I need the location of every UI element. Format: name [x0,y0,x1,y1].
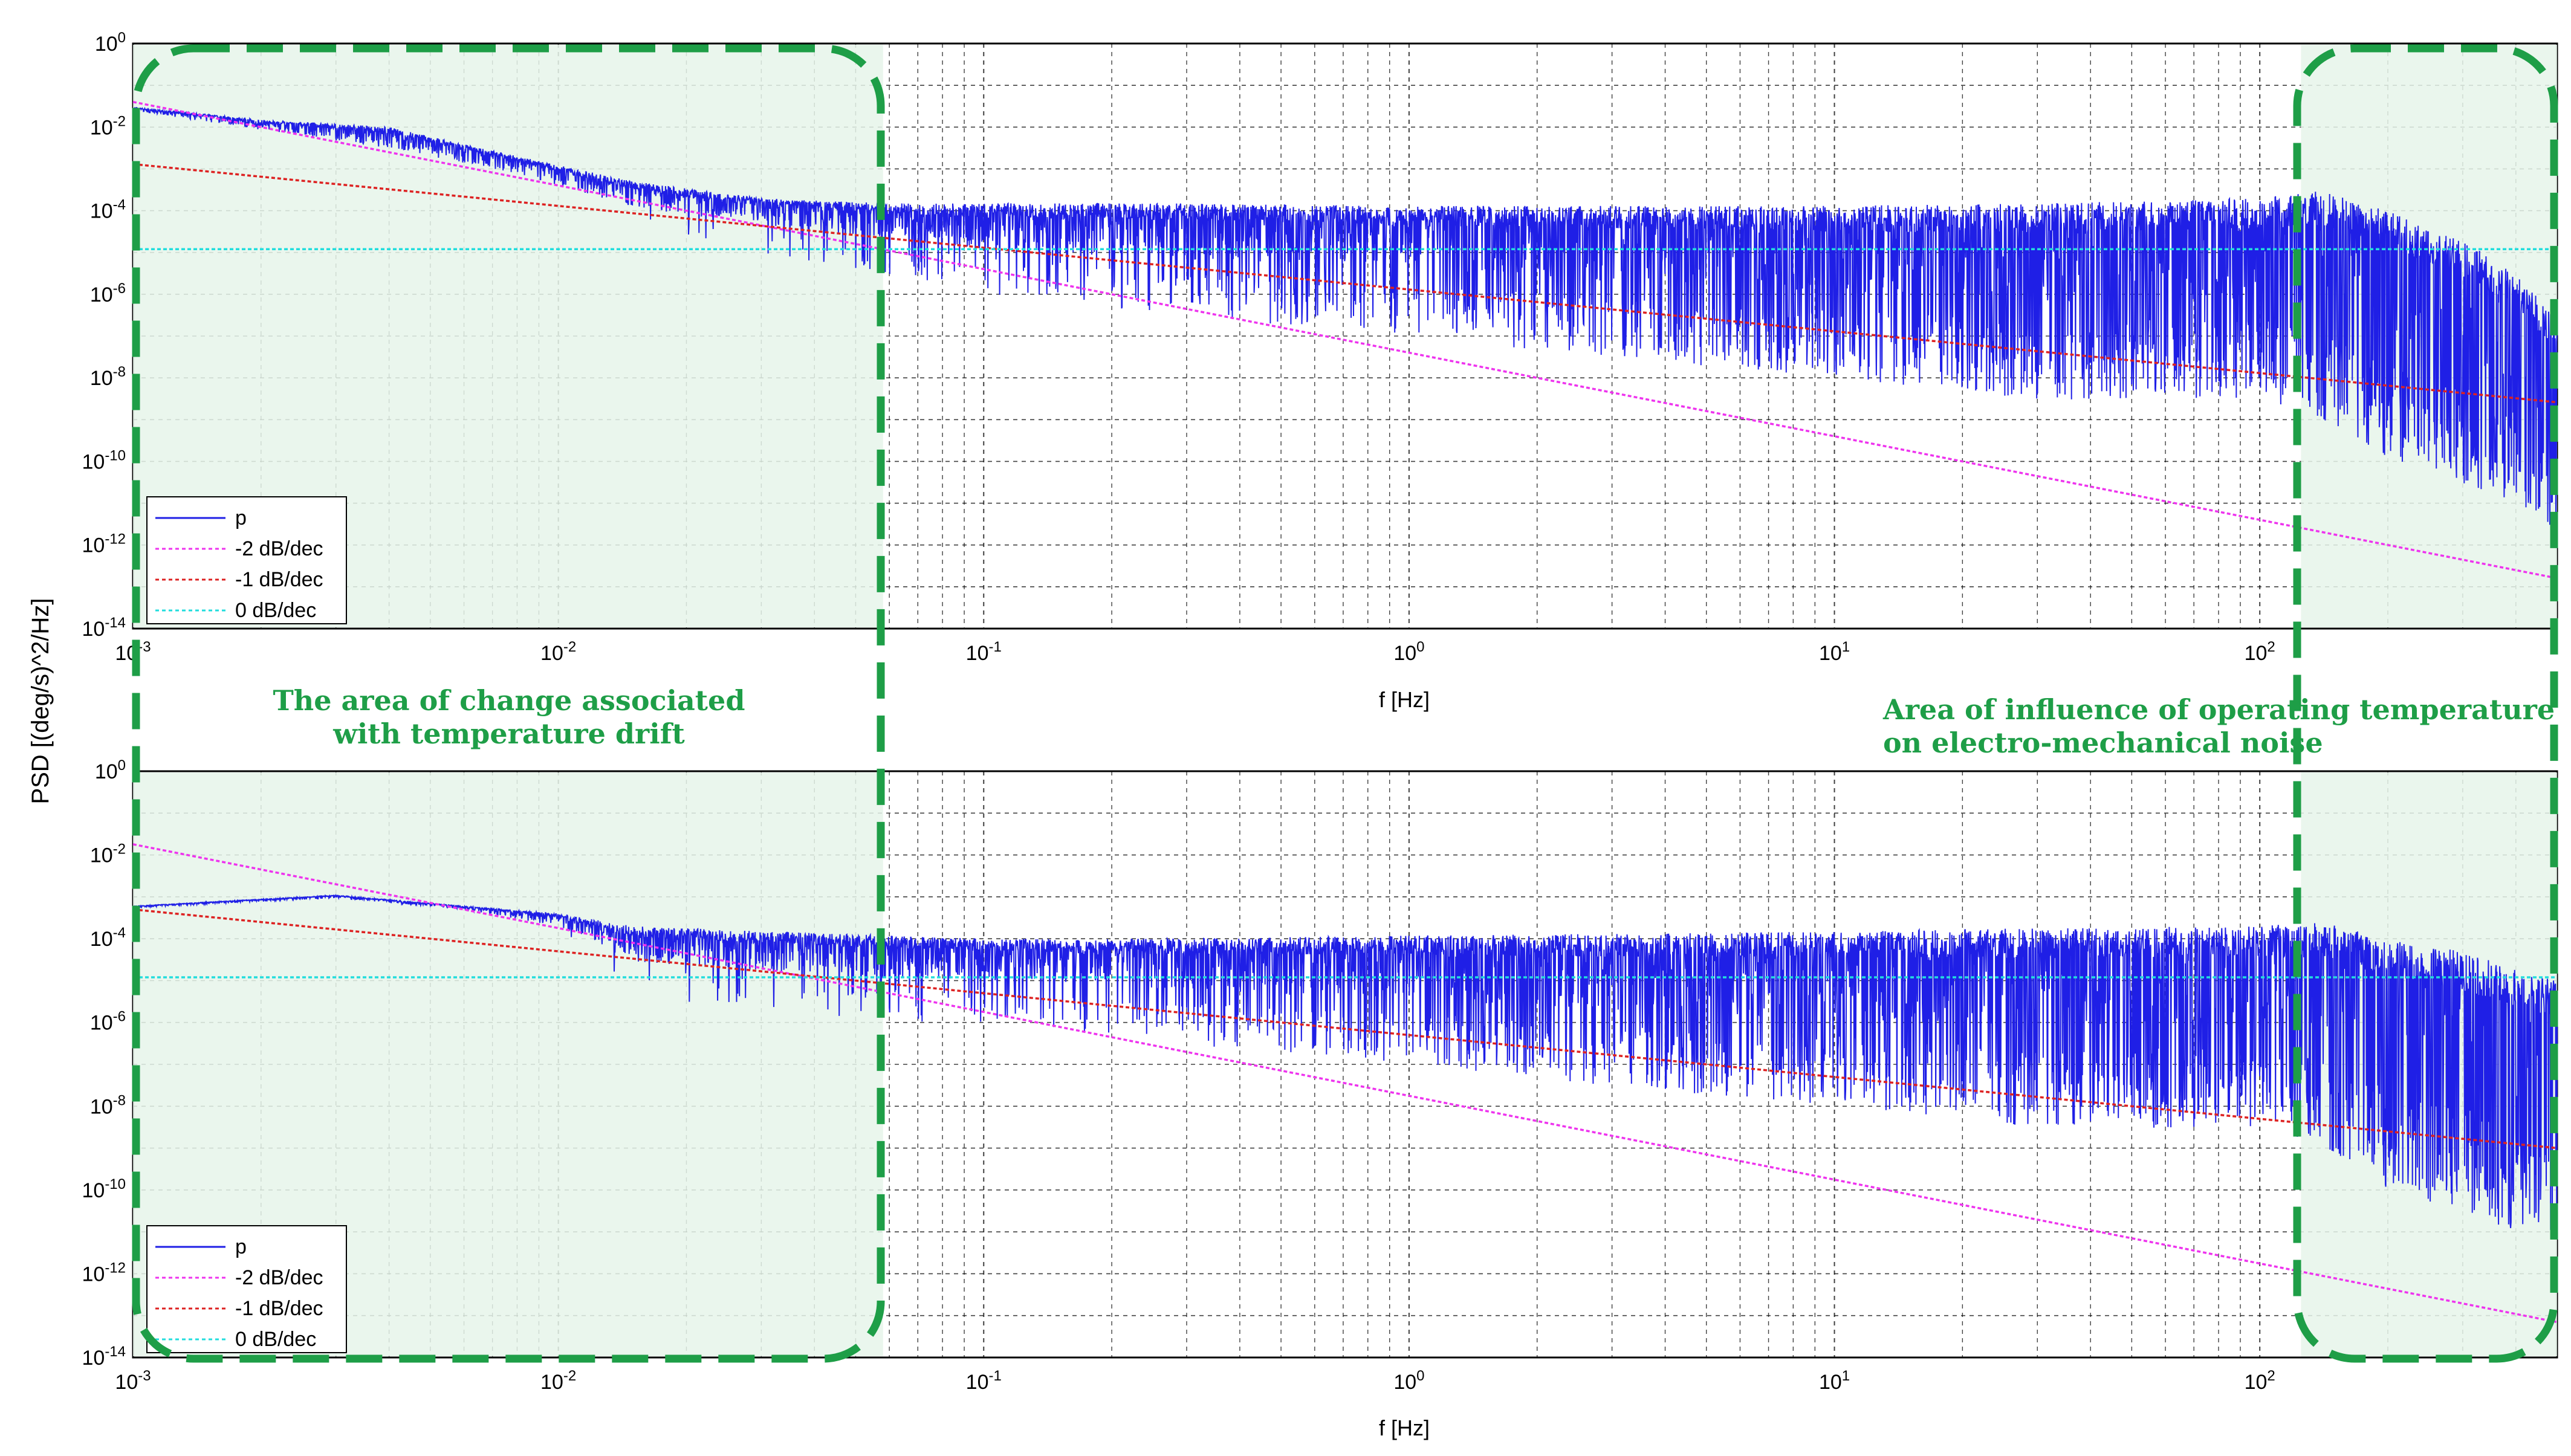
annotation-left-line1: The area of change associated [273,684,745,717]
annotation-left-line2: with temperature drift [332,717,685,750]
legend-label-p: p [235,1235,247,1258]
series-slope-m2 [132,843,2558,1324]
legend-label-p: p [235,506,247,529]
series-p [132,106,2558,525]
x-tick-label: 10-3 [115,1368,151,1394]
y-tick-label: 10-4 [90,925,126,951]
y-tick-label: 10-14 [82,1344,126,1370]
series-slope-m2 [132,100,2558,580]
y-tick-label: 10-14 [82,615,126,641]
y-tick-label: 10-12 [82,1260,126,1286]
y-tick-label: 10-2 [90,113,126,139]
annotation-right-line1: Area of influence of operating temperatu… [1882,693,2555,726]
series-p [132,893,2558,1230]
y-tick-label: 10-6 [90,1009,126,1035]
right-region-outline [2293,44,2558,1363]
x-tick-label: 100 [1393,639,1424,665]
y-tick-label: 10-12 [82,531,126,557]
series-slope-m1 [132,908,2558,1150]
y-tick-label: 10-2 [90,841,126,867]
y-tick-label: 10-10 [82,447,126,473]
x-tick-label: 10-1 [966,1368,1002,1394]
x-tick-label: 101 [1819,639,1850,665]
x-tick-label: 10-1 [966,639,1002,665]
psd-plot-bottom: 10-3 10-2 10-1 100 101 102 100 10-2 10-4 10-6 10-8… [82,757,2558,1440]
series-group [132,100,2558,580]
legend-label-slope-m1: -1 dB/dec [235,1297,323,1320]
legend-label-slope-m2: -2 dB/dec [235,537,323,560]
psd-plot-top: 10-3 10-2 10-1 100 101 10210010-210-410-610-8… [82,30,2558,712]
y-tick-label: 10-8 [90,1092,126,1118]
grid [133,44,2557,629]
left-region-outline [132,44,885,1363]
legend-label-slope-m2: -2 dB/dec [235,1266,323,1289]
annotation-right-line2: on electro-mechanical noise [1883,726,2323,759]
legend-label-slope-0: 0 dB/dec [235,599,316,622]
y-tick-label: 10-6 [90,280,126,306]
series-slope-m1 [132,163,2558,404]
y-tick-label: 10-8 [90,364,126,390]
legend: p -2 dB/dec -1 dB/dec 0 dB/dec [146,496,347,624]
y-axis-label: PSD [(deg/s)^2/Hz] [27,598,54,804]
x-tick-label: 10-2 [540,1368,576,1394]
y-tick-label: 100 [95,30,126,56]
ticks: 10-3 10-2 10-1 100 101 10210010-210-410-610-8… [82,30,2275,665]
x-tick-label: 10-2 [540,639,576,665]
y-tick-label: 10-10 [82,1176,126,1202]
x-tick-label: 102 [2245,639,2275,665]
x-axis-label: f [Hz] [1379,1416,1430,1440]
legend-label-slope-m1: -1 dB/dec [235,568,323,591]
x-tick-label: 101 [1819,1368,1850,1394]
legend-label-slope-0: 0 dB/dec [235,1328,316,1351]
x-tick-label: 100 [1393,1368,1424,1394]
grid [133,771,2557,1357]
y-tick-label: 10-4 [90,197,126,223]
x-tick-label: 102 [2245,1368,2275,1394]
y-tick-label: 100 [95,757,126,783]
ticks: 10-3 10-2 10-1 100 101 102 100 10-2 10-4 10-6 10-8… [82,757,2275,1394]
highlight-regions [133,45,2557,627]
series-group [132,843,2558,1324]
x-axis-label: f [Hz] [1379,687,1430,712]
legend: p -2 dB/dec -1 dB/dec 0 dB/dec [146,1225,347,1353]
